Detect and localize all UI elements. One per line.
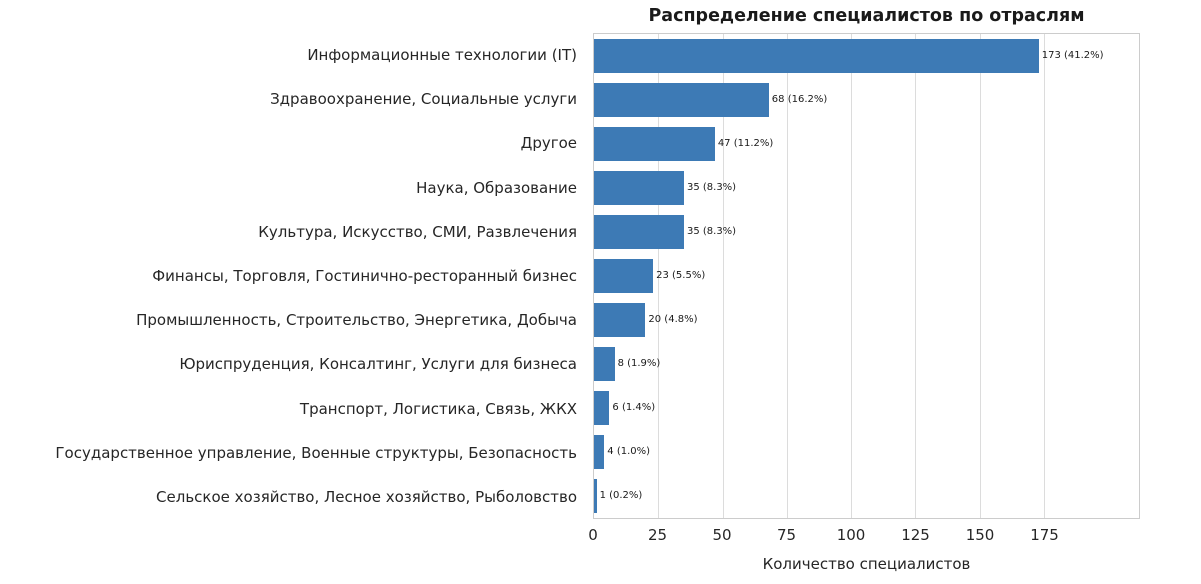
category-label: Другое bbox=[520, 134, 577, 153]
bar bbox=[594, 435, 605, 469]
bar bbox=[594, 215, 684, 249]
value-label: 23 (5.5%) bbox=[656, 270, 706, 281]
gridline bbox=[722, 34, 724, 518]
bar bbox=[594, 479, 597, 513]
x-tick-label: 100 bbox=[836, 526, 866, 544]
value-label: 35 (8.3%) bbox=[686, 226, 737, 237]
value-label: 8 (1.9%) bbox=[617, 358, 661, 369]
category-label: Сельское хозяйство, Лесное хозяйство, Ры… bbox=[156, 487, 577, 506]
bar bbox=[594, 171, 684, 205]
gridline bbox=[851, 34, 853, 518]
bar bbox=[594, 39, 1039, 73]
x-tick-label: 25 bbox=[647, 526, 668, 544]
bar bbox=[594, 347, 615, 381]
chart-title: Распределение специалистов по отраслям bbox=[648, 6, 1085, 26]
x-tick-label: 150 bbox=[965, 526, 995, 544]
y-axis-labels: Информационные технологии (IT) Здравоохра… bbox=[0, 33, 585, 519]
x-tick-label: 50 bbox=[712, 526, 732, 544]
x-axis-label: Количество специалистов bbox=[762, 555, 971, 573]
category-label: Культура, Искусство, СМИ, Развлечения bbox=[258, 222, 577, 241]
gridline bbox=[1043, 34, 1045, 518]
category-label: Государственное управление, Военные стру… bbox=[55, 443, 577, 462]
value-label: 47 (11.2%) bbox=[717, 138, 774, 149]
bar bbox=[594, 391, 610, 425]
x-tick-label: 175 bbox=[1030, 526, 1059, 544]
gridline bbox=[979, 34, 981, 518]
bar bbox=[594, 303, 646, 337]
bar bbox=[594, 127, 715, 161]
x-axis-ticks: 0 25 50 75 100 125 150 175 bbox=[588, 521, 1140, 544]
category-label: Информационные технологии (IT) bbox=[307, 46, 577, 65]
gridline bbox=[915, 34, 917, 518]
value-label: 68 (16.2%) bbox=[771, 94, 828, 105]
gridline bbox=[658, 34, 660, 518]
x-tick-label: 125 bbox=[901, 526, 930, 544]
plot-area: 173 (41.2%) 68 (16.2%) 47 (11.2%) 35 (8.3%)… bbox=[593, 33, 1140, 519]
x-tick-label: 0 bbox=[588, 526, 598, 544]
category-label: Промышленность, Строительство, Энергетик… bbox=[136, 311, 577, 330]
category-label: Финансы, Торговля, Гостинично-ресторанны… bbox=[152, 267, 577, 285]
value-label: 6 (1.4%) bbox=[612, 402, 656, 413]
value-label: 20 (4.8%) bbox=[648, 314, 698, 325]
bar bbox=[594, 259, 654, 293]
category-label: Юриспруденция, Консалтинг, Услуги для би… bbox=[179, 355, 577, 374]
bar bbox=[594, 83, 769, 117]
value-label: 35 (8.3%) bbox=[686, 182, 737, 193]
category-label: Здравоохранение, Социальные услуги bbox=[270, 90, 577, 109]
gridline bbox=[786, 34, 788, 518]
category-label: Транспорт, Логистика, Связь, ЖКХ bbox=[299, 399, 577, 418]
value-label: 4 (1.0%) bbox=[607, 446, 651, 457]
category-label: Наука, Образование bbox=[416, 178, 577, 197]
value-label: 173 (41.2%) bbox=[1041, 50, 1104, 61]
value-label: 1 (0.2%) bbox=[599, 490, 643, 501]
x-tick-label: 75 bbox=[776, 526, 797, 544]
